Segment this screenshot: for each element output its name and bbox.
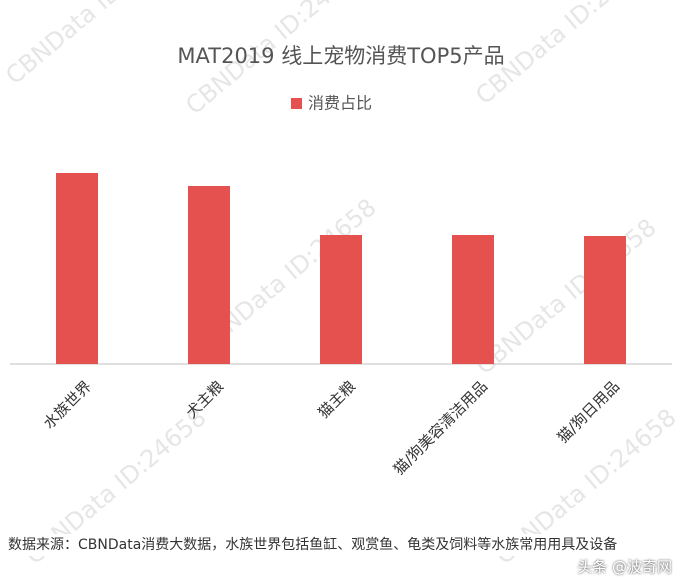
credit-box: 头条 @波奇网 xyxy=(577,556,672,577)
x-tick-label: 犬主粮 xyxy=(182,377,227,422)
x-tick-label: 猫/狗日用品 xyxy=(554,377,623,446)
x-tick-label: 猫/狗美容清洁用品 xyxy=(390,377,491,478)
bar xyxy=(584,236,626,364)
legend-label: 消费占比 xyxy=(308,94,372,113)
watermark: CBNData ID:24658 xyxy=(470,213,661,380)
x-tick-label: 猫主粮 xyxy=(314,377,359,422)
bar xyxy=(452,235,494,364)
watermark: CBNData ID:24658 xyxy=(0,0,191,90)
footer-box: 数据来源：CBNData消费大数据，水族世界包括鱼缸、观赏鱼、龟类及饲料等水族常… xyxy=(8,534,678,556)
chart-title: MAT2019 线上宠物消费TOP5产品 xyxy=(177,44,504,68)
bar xyxy=(56,173,98,364)
credit-text: 头条 @波奇网 xyxy=(577,558,672,576)
bar xyxy=(188,186,230,364)
footer-source-text: 数据来源：CBNData消费大数据，水族世界包括鱼缸、观赏鱼、龟类及饲料等水族常… xyxy=(8,537,618,553)
x-tick-label: 水族世界 xyxy=(40,377,95,432)
bar xyxy=(320,235,362,364)
legend-swatch xyxy=(291,98,302,109)
